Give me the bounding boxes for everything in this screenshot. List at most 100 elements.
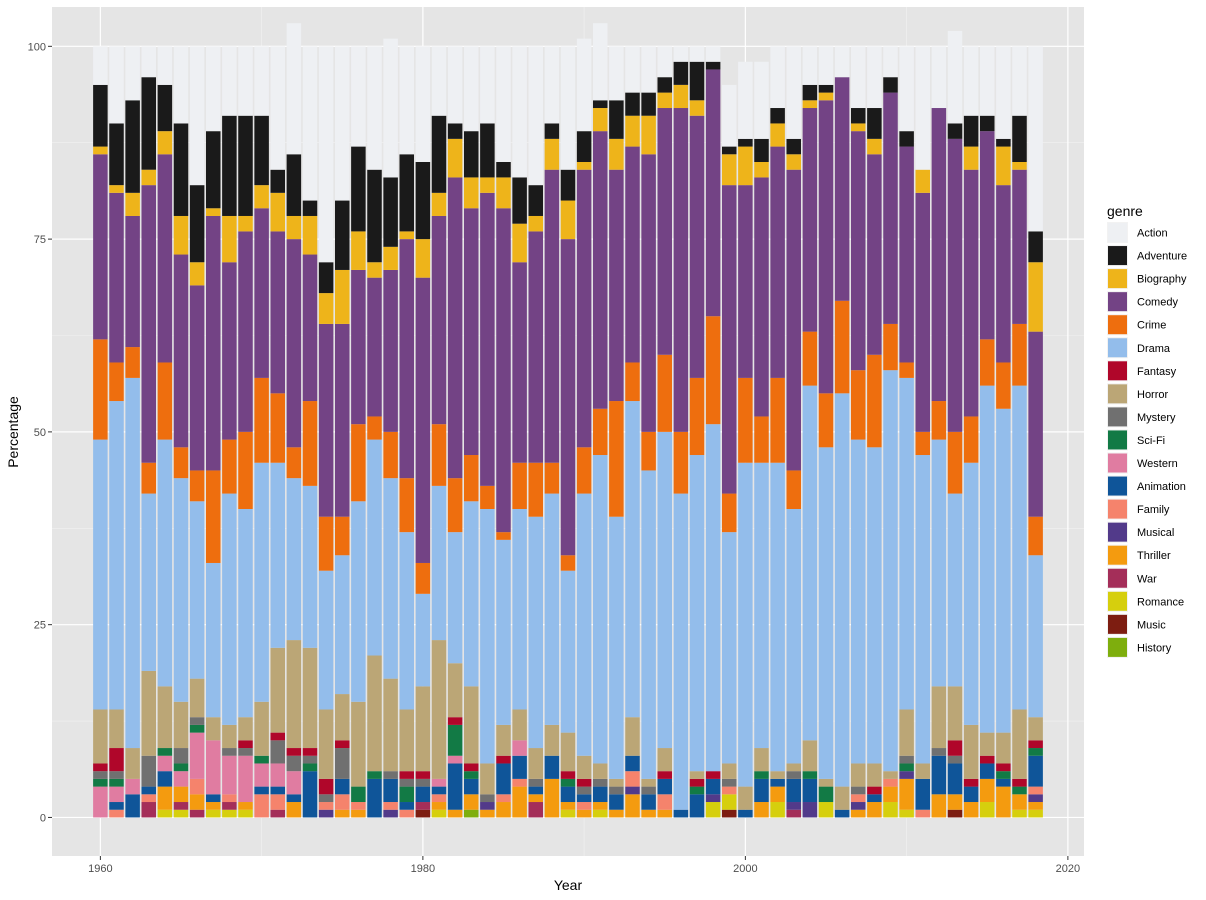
bar-segment-1980-music	[415, 809, 431, 818]
bar-segment-1997-biography	[689, 100, 705, 116]
bar-segment-1966-mystery	[189, 717, 205, 725]
bar-segment-1995-drama	[657, 431, 673, 749]
bar-segment-1966-war	[189, 809, 205, 818]
bar-segment-2015-animation	[979, 763, 995, 779]
bar-segment-1993-family	[625, 771, 640, 787]
bar-segment-1968-action	[222, 46, 237, 116]
bar-segment-1987-adventure	[528, 185, 544, 216]
bar-segment-2015-fantasy	[979, 755, 995, 764]
bar-segment-2012-thriller	[931, 794, 947, 818]
bar-segment-1964-animation	[157, 771, 173, 787]
bar-segment-1986-family	[512, 778, 527, 787]
bar-segment-1969-biography	[238, 215, 253, 232]
bar-segment-1987-thriller	[528, 794, 544, 803]
bar-segment-1969-crime	[238, 431, 253, 509]
bars	[93, 23, 1043, 818]
bar-segment-1968-horror	[222, 724, 237, 749]
bar-segment-1982-thriller	[447, 809, 463, 818]
bar-segment-2001-crime	[754, 416, 769, 463]
bar-segment-1981-thriller	[431, 802, 447, 810]
bar-segment-2017-fantasy	[1012, 778, 1027, 787]
bar-segment-1964-western	[157, 755, 173, 772]
bar-segment-1961-family	[109, 809, 124, 818]
bar-segment-2006-action	[834, 46, 850, 78]
bar-segment-1985-biography	[496, 177, 511, 209]
bar-segment-1981-adventure	[431, 115, 447, 193]
bar-segment-1960-mystery	[93, 771, 108, 779]
bar-segment-2018-thriller	[1028, 802, 1043, 810]
bar-segment-1961-adventure	[109, 123, 124, 186]
bar-segment-1993-adventure	[625, 92, 640, 116]
bar-segment-1990-mystery	[576, 786, 592, 795]
bar-segment-1960-fantasy	[93, 763, 108, 772]
bar-segment-1964-crime	[157, 362, 173, 440]
legend-label-war: War	[1137, 573, 1157, 585]
bar-segment-2004-biography	[802, 100, 818, 109]
bar-segment-2018-family	[1028, 786, 1043, 795]
bar-segment-1960-horror	[93, 709, 108, 764]
bar-segment-1983-drama	[463, 501, 479, 687]
bar-segment-2009-romance	[883, 802, 898, 818]
bar-segment-1986-comedy	[512, 262, 527, 463]
legend-label-drama: Drama	[1137, 343, 1171, 355]
bar-segment-1968-comedy	[222, 262, 237, 440]
bar-segment-1982-adventure	[447, 123, 463, 139]
bar-segment-1970-crime	[254, 377, 269, 463]
bar-segment-1965-comedy	[173, 254, 189, 448]
bar-segment-1975-drama	[334, 555, 350, 695]
bar-segment-2009-crime	[883, 323, 898, 371]
bar-segment-1996-drama	[673, 493, 689, 810]
bar-segment-1968-crime	[222, 439, 237, 494]
bar-segment-2011-family	[915, 809, 931, 818]
bar-segment-2008-drama	[867, 447, 882, 764]
bar-segment-2017-drama	[1012, 385, 1027, 710]
bar-segment-1974-biography	[318, 293, 334, 324]
legend-title: genre	[1107, 203, 1143, 219]
bar-segment-1982-horror	[447, 663, 463, 718]
bar-segment-1995-crime	[657, 354, 673, 432]
bar-segment-1993-musical	[625, 786, 640, 795]
bar-segment-1969-horror	[238, 717, 253, 741]
bar-segment-1993-biography	[625, 115, 640, 147]
bar-segment-2005-drama	[818, 447, 834, 779]
bar-segment-2006-crime	[834, 300, 850, 394]
bar-segment-2014-crime	[963, 416, 979, 463]
bar-segment-1978-horror	[383, 678, 398, 772]
bar-segment-2017-sci-fi	[1012, 786, 1027, 795]
bar-segment-1969-action	[238, 46, 253, 116]
bar-segment-1961-horror	[109, 709, 124, 749]
bar-segment-1979-biography	[399, 231, 415, 240]
bar-segment-2018-drama	[1028, 555, 1043, 718]
bar-segment-1971-western	[270, 763, 286, 787]
bar-segment-1988-action	[544, 46, 560, 124]
bar-segment-1993-thriller	[625, 794, 640, 818]
bar-segment-1977-comedy	[367, 277, 382, 417]
bar-segment-2009-adventure	[883, 77, 898, 93]
bar-segment-1998-adventure	[705, 61, 721, 70]
bar-segment-1969-romance	[238, 809, 253, 818]
bar-segment-1969-adventure	[238, 115, 253, 216]
bar-segment-1993-animation	[625, 755, 640, 772]
bar-segment-1983-history	[463, 809, 479, 818]
bar-segment-1989-biography	[560, 200, 576, 240]
bar-segment-1980-animation	[415, 786, 431, 803]
bar-segment-2015-horror	[979, 732, 995, 756]
bar-segment-1976-sci-fi	[351, 786, 366, 803]
bar-segment-1994-drama	[641, 470, 656, 779]
bar-segment-1983-thriller	[463, 794, 479, 810]
bar-segment-2006-comedy	[834, 77, 850, 301]
bar-segment-1989-crime	[560, 555, 576, 571]
bar-segment-1997-action	[689, 46, 705, 62]
bar-segment-1978-animation	[383, 778, 398, 803]
bar-segment-2008-fantasy	[867, 786, 882, 795]
bar-segment-1983-sci-fi	[463, 771, 479, 779]
bar-segment-2010-action	[899, 46, 914, 132]
bar-segment-1960-action	[93, 46, 108, 85]
bar-segment-1981-animation	[431, 786, 447, 795]
bar-segment-1976-family	[351, 802, 366, 810]
bar-segment-1975-action	[334, 46, 350, 201]
bar-segment-2015-thriller	[979, 778, 995, 803]
bar-segment-1971-mystery	[270, 740, 286, 764]
bar-segment-2017-romance	[1012, 809, 1027, 818]
bar-segment-1966-western	[189, 732, 205, 779]
